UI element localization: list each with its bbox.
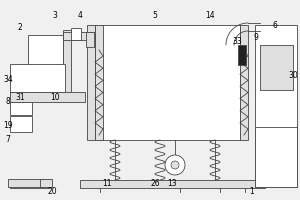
Text: 9: 9 <box>254 33 258 43</box>
Text: 10: 10 <box>50 94 60 102</box>
Text: 34: 34 <box>3 75 13 84</box>
Bar <box>87 25 95 140</box>
Bar <box>10 116 32 132</box>
Text: 19: 19 <box>3 120 13 130</box>
Bar <box>10 64 65 92</box>
Bar <box>10 92 85 102</box>
Bar <box>40 179 52 187</box>
Bar <box>95 25 103 140</box>
Bar <box>80 180 265 188</box>
Text: 1: 1 <box>250 188 254 196</box>
Bar <box>255 25 297 187</box>
Bar <box>71 28 81 40</box>
Bar <box>238 45 246 65</box>
Bar <box>240 25 248 140</box>
Bar <box>260 45 293 90</box>
Text: 26: 26 <box>150 178 160 188</box>
Bar <box>255 127 297 187</box>
Bar <box>100 25 240 140</box>
Text: 7: 7 <box>6 136 10 144</box>
Text: 8: 8 <box>6 98 10 106</box>
Circle shape <box>165 155 185 175</box>
Text: 4: 4 <box>78 10 82 20</box>
Bar <box>8 179 43 187</box>
Text: 33: 33 <box>232 38 242 46</box>
Text: 30: 30 <box>288 71 298 79</box>
Bar <box>63 30 71 95</box>
Circle shape <box>171 161 179 169</box>
Bar <box>28 35 63 70</box>
Text: 2: 2 <box>18 23 22 32</box>
Text: 14: 14 <box>205 10 215 20</box>
Text: 3: 3 <box>52 10 57 20</box>
Text: 20: 20 <box>47 188 57 196</box>
Text: 31: 31 <box>15 94 25 102</box>
Text: 13: 13 <box>167 178 177 188</box>
Text: 6: 6 <box>273 21 278 29</box>
Text: 5: 5 <box>153 10 158 20</box>
Bar <box>10 180 50 188</box>
Bar <box>86 32 94 47</box>
Bar <box>10 102 32 115</box>
Bar <box>63 32 93 40</box>
Text: 11: 11 <box>102 178 112 188</box>
